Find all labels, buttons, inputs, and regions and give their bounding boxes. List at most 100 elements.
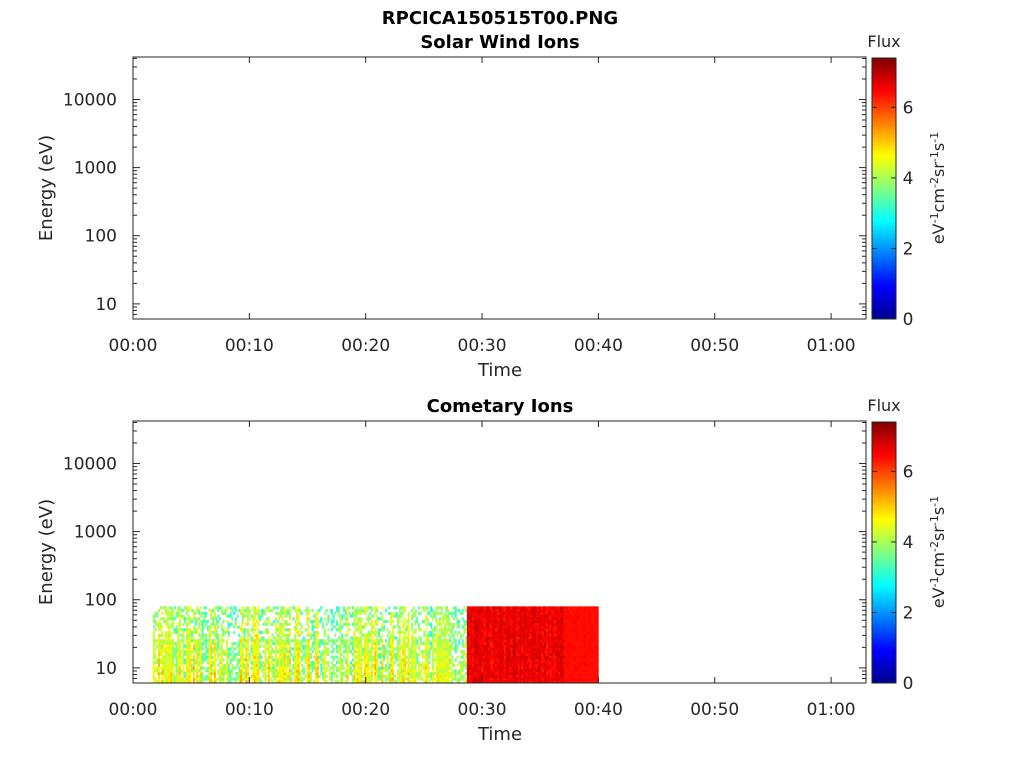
spectrogram-cell bbox=[205, 620, 208, 624]
spectrogram-cell bbox=[154, 666, 157, 670]
spectrogram-cell bbox=[426, 669, 429, 673]
spectrogram-cell bbox=[537, 630, 540, 635]
spectrogram-cell bbox=[530, 641, 533, 645]
spectrogram-cell bbox=[442, 647, 445, 651]
spectrogram-cell bbox=[374, 650, 377, 654]
spectrogram-cell bbox=[356, 639, 360, 643]
spectrogram-cell bbox=[171, 674, 175, 678]
spectrogram-cell bbox=[322, 658, 325, 662]
spectrogram-cell bbox=[311, 625, 314, 629]
spectrogram-cell bbox=[166, 639, 169, 643]
spectrogram-cell bbox=[226, 663, 229, 667]
spectrogram-cell bbox=[426, 652, 429, 656]
spectrogram-cell bbox=[166, 625, 169, 629]
spectrogram-cell bbox=[199, 663, 202, 667]
spectrogram-cell bbox=[535, 663, 538, 667]
spectrogram-cell bbox=[311, 633, 314, 637]
spectrogram-cell bbox=[402, 609, 405, 613]
spectrogram-cell bbox=[255, 641, 258, 645]
spectrogram-cell bbox=[323, 611, 326, 615]
spectrogram-cell bbox=[426, 622, 429, 626]
spectrogram-cell bbox=[551, 680, 554, 684]
spectrogram-cell bbox=[311, 666, 314, 670]
spectrogram-cell bbox=[559, 628, 563, 632]
spectrogram-cell bbox=[171, 658, 175, 662]
spectrogram-cell bbox=[264, 641, 267, 645]
spectrogram-cell bbox=[322, 652, 325, 656]
spectrogram-cell bbox=[189, 636, 192, 640]
spectrogram-cell bbox=[542, 606, 545, 610]
spectrogram-cell bbox=[210, 609, 213, 613]
spectrogram-cell bbox=[247, 606, 250, 610]
spectrogram-cell bbox=[287, 609, 290, 613]
spectrogram-cell bbox=[240, 639, 243, 643]
spectrogram-cell bbox=[346, 614, 349, 618]
spectrogram-cell bbox=[295, 680, 298, 684]
spectrogram-cell bbox=[445, 677, 449, 681]
spectrogram-cell bbox=[187, 630, 190, 635]
spectrogram-cell bbox=[185, 663, 188, 667]
spectrogram-cell bbox=[517, 614, 520, 618]
spectrogram-cell bbox=[173, 655, 176, 659]
spectrogram-cell bbox=[502, 625, 505, 629]
spectrogram-cell bbox=[348, 647, 351, 651]
spectrogram-cell bbox=[325, 622, 328, 626]
spectrogram-cell bbox=[191, 650, 194, 654]
spectrogram-cell bbox=[158, 609, 161, 613]
spectrogram-cell bbox=[346, 644, 349, 648]
spectrogram-cell bbox=[528, 663, 531, 667]
spectrogram-cell bbox=[182, 641, 185, 645]
spectrogram-cell bbox=[531, 639, 534, 643]
spectrogram-cell bbox=[407, 644, 410, 648]
spectrogram-cell bbox=[444, 636, 447, 640]
spectrogram-cell bbox=[177, 652, 180, 656]
spectrogram-cell bbox=[379, 661, 382, 665]
spectrogram-cell bbox=[247, 633, 250, 637]
spectrogram-cell bbox=[517, 644, 520, 648]
spectrogram-cell bbox=[309, 652, 312, 656]
spectrogram-cell bbox=[161, 641, 164, 645]
spectrogram-cell bbox=[544, 644, 547, 648]
spectrogram-cell bbox=[554, 639, 557, 643]
spectrogram-cell bbox=[473, 655, 477, 659]
spectrogram-cell bbox=[526, 641, 529, 645]
spectrogram-cell bbox=[463, 625, 466, 629]
spectrogram-cell bbox=[545, 625, 548, 629]
spectrogram-cell bbox=[533, 641, 536, 645]
spectrogram-cell bbox=[552, 647, 556, 651]
spectrogram-cell bbox=[388, 652, 391, 656]
spectrogram-cell bbox=[505, 650, 508, 654]
spectrogram-cell bbox=[255, 609, 258, 613]
spectrogram-cell bbox=[442, 620, 445, 624]
spectrogram-cell bbox=[556, 655, 559, 659]
spectrogram-cell bbox=[482, 661, 485, 665]
spectrogram-cell bbox=[257, 655, 260, 659]
spectrogram-cell bbox=[558, 633, 561, 637]
spectrogram-cell bbox=[491, 628, 494, 632]
spectrogram-cell bbox=[423, 606, 426, 610]
spectrogram-cell bbox=[544, 666, 547, 670]
spectrogram-cell bbox=[512, 622, 515, 626]
spectrogram-cell bbox=[566, 639, 570, 643]
spectrogram-cell bbox=[208, 630, 211, 635]
spectrogram-cell bbox=[489, 617, 492, 621]
spectrogram-cell bbox=[551, 606, 554, 610]
spectrogram-cell bbox=[398, 674, 401, 678]
spectrogram-cell bbox=[526, 663, 529, 667]
spectrogram-cell bbox=[398, 666, 401, 670]
spectrogram-cell bbox=[250, 661, 253, 665]
spectrogram-cell bbox=[245, 680, 248, 684]
spectrogram-cell bbox=[470, 669, 473, 673]
spectrogram-cell bbox=[343, 650, 346, 654]
spectrogram-cell bbox=[358, 617, 361, 621]
spectrogram-cell bbox=[495, 647, 498, 651]
spectrogram-cell bbox=[189, 672, 192, 676]
spectrogram-cell bbox=[245, 658, 248, 662]
spectrogram-cell bbox=[213, 625, 216, 629]
spectrogram-cell bbox=[168, 617, 171, 621]
spectrogram-cell bbox=[264, 677, 267, 681]
spectrogram-cell bbox=[370, 620, 373, 624]
spectrogram-cell bbox=[175, 669, 178, 673]
spectrogram-cell bbox=[315, 677, 318, 681]
spectrogram-cell bbox=[165, 609, 168, 613]
